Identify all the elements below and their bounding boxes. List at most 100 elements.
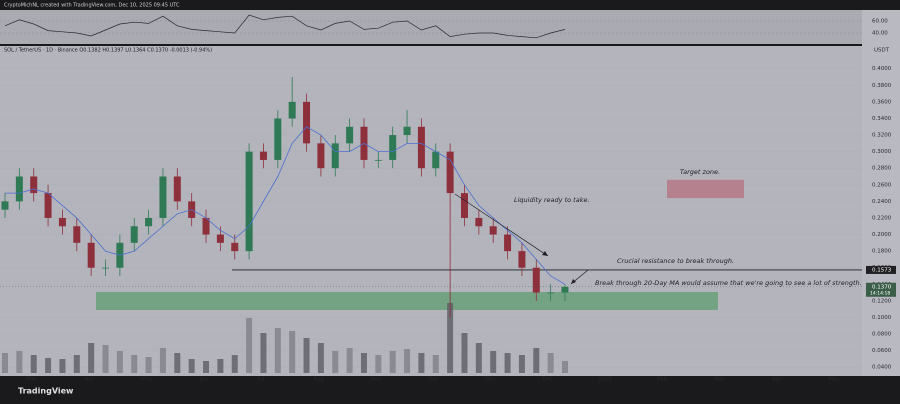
y-tick-label: 0.1200 <box>872 298 892 304</box>
candle-body <box>58 217 66 227</box>
resistance-label: 0.1573 <box>872 267 892 273</box>
candle-body <box>1 201 9 210</box>
candle-body <box>331 143 339 169</box>
volume-bar <box>461 333 468 373</box>
countdown: 14:14:18 <box>870 290 890 296</box>
y-tick-label: 0.3800 <box>872 83 892 89</box>
volume-bar <box>159 348 166 373</box>
volume-bar <box>131 355 138 373</box>
volume-bar <box>260 333 267 373</box>
y-tick-label: 0.3400 <box>872 116 892 122</box>
x-tick-label: May <box>829 377 841 383</box>
candle-body <box>202 217 210 235</box>
x-tick-label: Aug <box>313 377 324 383</box>
x-tick-label: Oct <box>428 377 438 383</box>
candle-body <box>417 126 425 169</box>
x-tick-label: Apr <box>772 377 782 383</box>
candle-body <box>446 151 454 194</box>
volume-bar <box>88 343 95 373</box>
volume-bar <box>360 353 367 373</box>
candle-body <box>159 176 167 218</box>
candle-body <box>374 159 382 161</box>
candle-body <box>518 251 526 268</box>
candle-body <box>145 217 153 227</box>
volume-bar <box>289 331 296 373</box>
candle-body <box>489 226 497 235</box>
logo: TradingView <box>18 387 74 396</box>
candle-body <box>30 176 38 194</box>
candle-body <box>389 135 397 160</box>
y-tick-label: 0.2400 <box>872 199 892 205</box>
y-tick-label: 0.2600 <box>872 182 892 188</box>
volume-bar <box>317 343 324 373</box>
candle-body <box>460 193 468 218</box>
y-tick-label: 0.0800 <box>872 332 892 338</box>
volume-bar <box>145 357 152 373</box>
candle-body <box>475 217 483 227</box>
y-tick-label: 0.3600 <box>872 99 892 105</box>
volume-bar <box>30 355 37 373</box>
arrow-head <box>571 279 576 284</box>
y-tick-label: 0.4000 <box>872 66 892 72</box>
y-tick-label: 0.1800 <box>872 249 892 255</box>
volume-bar <box>490 351 497 373</box>
volume-bar <box>547 353 554 373</box>
candle-body <box>130 226 138 243</box>
candle-body <box>403 126 411 136</box>
currency: USDT <box>874 48 890 54</box>
y-tick-label: 0.1000 <box>872 315 892 321</box>
x-tick-label: Feb <box>657 377 667 383</box>
volume-bar <box>45 358 52 373</box>
main-pane <box>0 46 862 376</box>
credit: CryptoMichNL created with TradingView.co… <box>4 3 180 9</box>
x-tick-label: Nov <box>485 377 496 383</box>
candle-body <box>274 118 282 160</box>
x-tick-label: Apr <box>85 377 95 383</box>
y-tick-label: 0.3000 <box>872 149 892 155</box>
volume-bar <box>2 353 8 373</box>
volume-bar <box>303 338 310 373</box>
candle-body <box>288 101 296 119</box>
candle-body <box>216 234 224 243</box>
arrow <box>454 193 549 257</box>
annotation: Crucial resistance to break through. <box>617 257 734 265</box>
volume-bar <box>188 359 195 373</box>
volume-bar <box>533 348 540 373</box>
support-zone <box>96 291 718 310</box>
rsi-tick-label: 60.00 <box>872 19 888 25</box>
last-price-tag <box>866 282 896 297</box>
x-tick-label: Sep <box>371 377 382 383</box>
x-tick-label: Mar <box>27 377 38 383</box>
candle-body <box>173 176 181 202</box>
candle-body <box>102 267 110 269</box>
y-tick-label: 0.2000 <box>872 232 892 238</box>
volume-bar <box>432 355 439 373</box>
arrow-head <box>542 251 548 256</box>
volume-bar <box>274 328 281 373</box>
volume-bar <box>389 351 396 373</box>
annotation: Liquidity ready to take. <box>514 196 590 204</box>
annotation: Break through 20-Day MA would assume tha… <box>595 279 862 287</box>
y-tick-label: 0.0600 <box>872 348 892 354</box>
candle-body <box>547 292 555 294</box>
candle-body <box>245 151 253 252</box>
x-tick-label: Jun <box>199 377 209 383</box>
volume-bar <box>59 359 66 373</box>
y-tick-label: 0.2800 <box>872 166 892 172</box>
volume-bar <box>346 348 353 373</box>
candle-body <box>346 126 354 144</box>
last-price-label: 0.1370 <box>872 284 892 290</box>
volume-bar <box>116 351 123 373</box>
candle-body <box>504 234 512 252</box>
ma-line <box>5 126 566 285</box>
volume-bar <box>16 351 23 373</box>
volume-bar <box>562 361 568 373</box>
y-tick-label: 0.3200 <box>872 133 892 139</box>
volume-bar <box>475 343 482 373</box>
candle-body <box>73 226 81 243</box>
volume-bar <box>231 355 238 373</box>
x-tick-label: Jul <box>257 377 265 383</box>
candle-body <box>231 242 239 252</box>
candle-body <box>432 151 440 169</box>
